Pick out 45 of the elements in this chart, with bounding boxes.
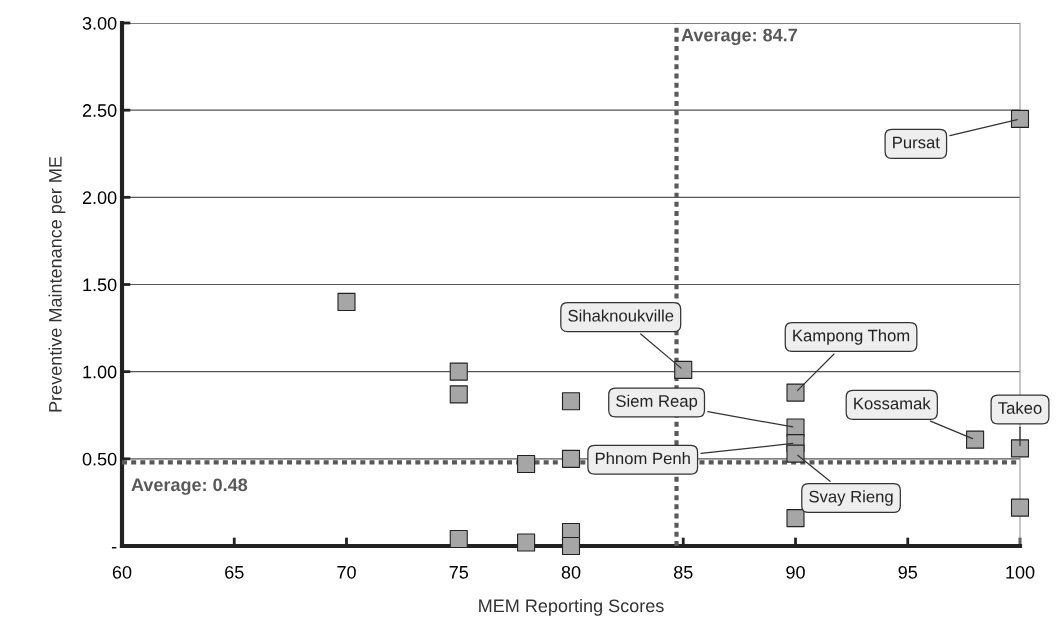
y-tick-label: 1.00 (83, 365, 117, 379)
ref-line-label: Average: 0.48 (131, 478, 248, 495)
annotation: Kampong Thom (793, 329, 910, 345)
point (337, 292, 356, 311)
point (786, 383, 805, 402)
annotation: Takeo (998, 401, 1042, 414)
y-axis-title: Preventive Maintenance per ME (48, 156, 66, 412)
x-tick-label: 85 (673, 565, 693, 579)
point (674, 360, 693, 379)
x-tick-label: 95 (898, 565, 918, 579)
annotation: Siem Reap (616, 394, 698, 411)
point (517, 533, 536, 552)
x-tick-label: 60 (112, 565, 132, 579)
x-tick-label: 80 (561, 565, 581, 579)
y-tick-label: - (111, 547, 117, 549)
y-tick-label: 2.00 (82, 191, 117, 205)
y-tick-label: 1.50 (83, 278, 117, 292)
x-tick-label: 90 (786, 565, 805, 579)
x-tick-label: 65 (225, 565, 244, 579)
y-tick-label: 2.50 (82, 104, 117, 117)
annotation: Kossamak (854, 397, 931, 410)
x-tick-label: 70 (337, 565, 356, 579)
ref-line-label: Average: 84.7 (681, 28, 797, 46)
point (561, 392, 581, 411)
point (449, 385, 468, 404)
x-axis-title: MEM Reporting Scores (479, 598, 664, 616)
annotation: Svay Rieng (809, 490, 893, 506)
point (786, 509, 805, 528)
point (449, 362, 468, 381)
point (517, 455, 536, 474)
point (1010, 498, 1030, 517)
point (561, 449, 581, 468)
annotation: Pursat (893, 136, 940, 149)
x-tick-label: 100 (1006, 565, 1035, 579)
point (561, 536, 581, 556)
y-tick-label: 3.00 (82, 16, 117, 30)
annotation: Sihaknoukville (568, 309, 674, 322)
point (1010, 439, 1030, 458)
point (1010, 109, 1030, 128)
x-tick-label: 75 (449, 566, 469, 579)
y-tick-label: 0.50 (82, 452, 117, 466)
point (786, 444, 805, 463)
annotation: Phnom Penh (595, 452, 690, 465)
point (449, 529, 468, 549)
point (966, 430, 985, 449)
